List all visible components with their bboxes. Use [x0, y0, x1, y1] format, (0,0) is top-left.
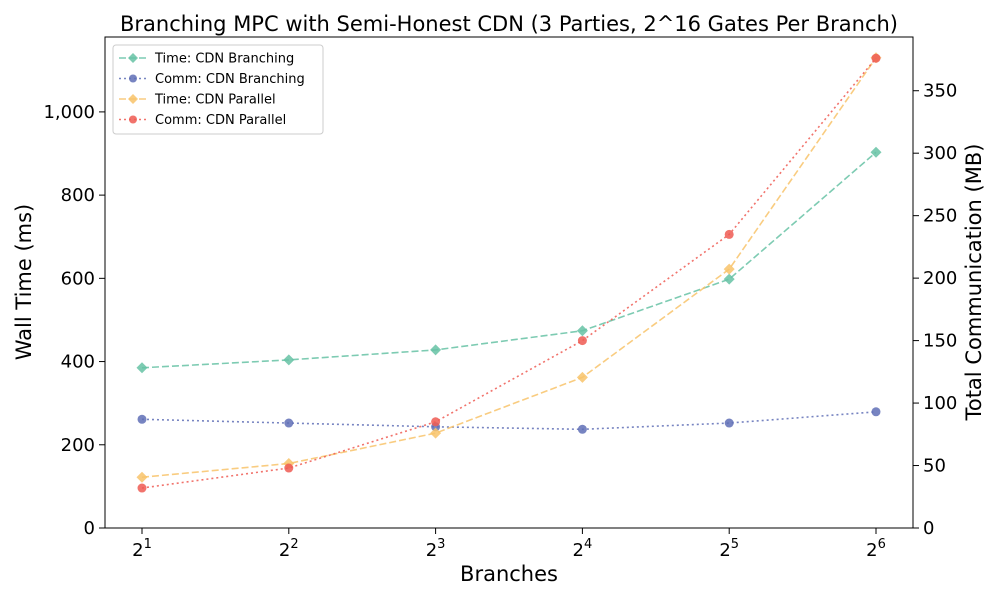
- y-left-tick-label: 400: [61, 352, 95, 373]
- legend-label: Time: CDN Branching: [154, 52, 294, 67]
- y-right-tick-label: 0: [923, 518, 934, 539]
- legend-marker: [128, 94, 138, 104]
- data-point: [136, 471, 148, 483]
- legend-marker: [129, 115, 137, 124]
- x-axis-label: Branches: [460, 562, 558, 586]
- data-point: [137, 483, 147, 493]
- series-0: [136, 146, 882, 374]
- data-point: [284, 418, 294, 428]
- legend-label: Comm: CDN Parallel: [155, 113, 286, 128]
- y-right-tick-label: 150: [923, 331, 957, 352]
- y-right-tick-label: 50: [923, 456, 946, 477]
- data-point: [137, 414, 147, 424]
- data-point: [576, 371, 588, 383]
- legend-marker: [128, 53, 138, 63]
- y-right-tick-label: 300: [923, 143, 957, 164]
- data-point: [430, 427, 442, 439]
- series-line: [141, 411, 877, 431]
- y-right-tick-label: 350: [923, 81, 957, 102]
- x-tick-label: 23: [426, 537, 446, 561]
- data-point: [283, 354, 295, 366]
- legend: [112, 44, 324, 135]
- data-point: [724, 418, 734, 428]
- y-left-tick-label: 1,000: [43, 102, 95, 123]
- y-left-tick-label: 800: [61, 185, 95, 206]
- x-tick-label: 22: [279, 537, 299, 561]
- series-3: [137, 53, 881, 493]
- data-point: [723, 263, 735, 275]
- data-point: [577, 336, 587, 346]
- data-point: [723, 273, 735, 285]
- series-line: [141, 57, 877, 479]
- data-point: [431, 417, 441, 427]
- legend-marker: [129, 74, 137, 83]
- data-point: [871, 407, 881, 417]
- series-line: [141, 57, 877, 489]
- y-axis-left-label: Wall Time (ms): [12, 204, 36, 361]
- data-point: [430, 344, 442, 356]
- y-right-tick-label: 250: [923, 206, 957, 227]
- chart-title: Branching MPC with Semi-Honest CDN (3 Pa…: [120, 12, 898, 36]
- y-right-tick-label: 100: [923, 393, 957, 414]
- y-left-tick-label: 0: [84, 518, 95, 539]
- data-point: [870, 146, 882, 158]
- y-axis-right-label: Total Communication (MB): [962, 144, 986, 422]
- y-left-tick-label: 200: [61, 435, 95, 456]
- data-point: [576, 325, 588, 337]
- legend-label: Time: CDN Parallel: [154, 93, 276, 108]
- y-right-tick-label: 200: [923, 268, 957, 289]
- x-tick-label: 24: [573, 537, 593, 561]
- legend-label: Comm: CDN Branching: [155, 72, 305, 87]
- x-tick-label: 25: [719, 537, 739, 561]
- data-point: [577, 424, 587, 434]
- data-point: [284, 463, 294, 473]
- x-tick-label: 21: [132, 537, 152, 561]
- series-1: [137, 407, 881, 434]
- series-line: [141, 151, 877, 369]
- x-tick-label: 26: [866, 537, 886, 561]
- data-point: [724, 229, 734, 239]
- y-left-tick-label: 600: [61, 268, 95, 289]
- data-point: [871, 53, 881, 63]
- data-point: [136, 362, 148, 374]
- plot-area: [104, 36, 914, 529]
